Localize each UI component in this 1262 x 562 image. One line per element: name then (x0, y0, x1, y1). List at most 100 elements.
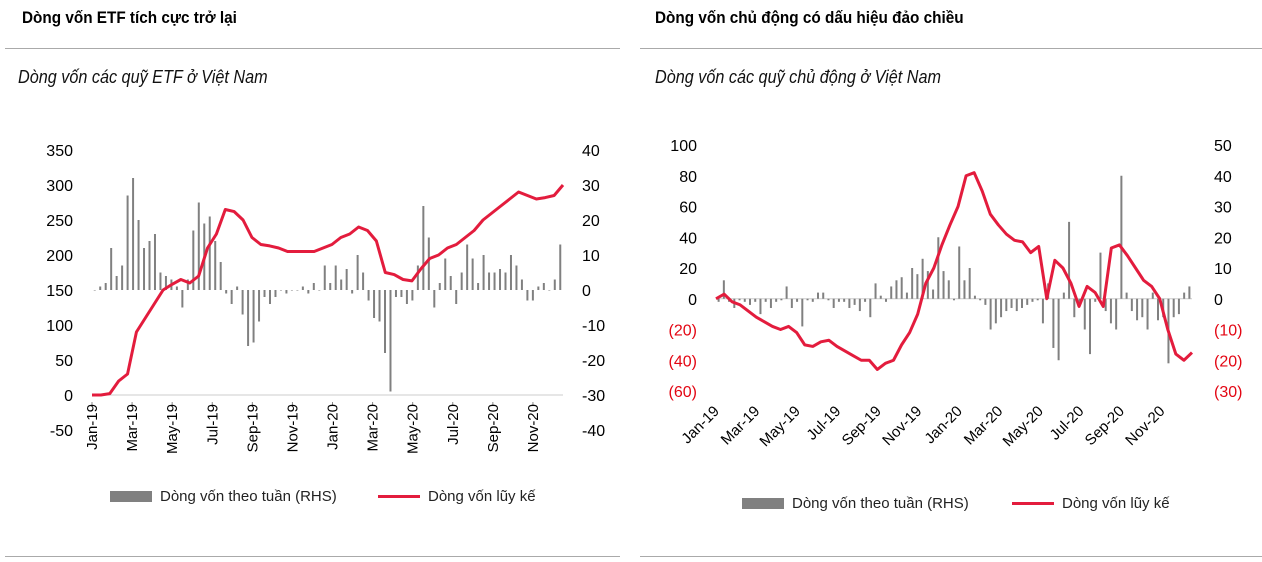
right-legend-line: Dòng vốn lũy kế (1012, 495, 1170, 512)
y-left-tick-label: -50 (50, 423, 73, 440)
weekly-flow-bar (504, 272, 507, 290)
y-left-tick-label: 40 (679, 230, 697, 247)
line-swatch (378, 495, 420, 498)
legend-label: Dòng vốn lũy kế (1062, 495, 1170, 512)
y-left-tick-label: 0 (64, 388, 73, 405)
weekly-flow-bar (411, 290, 414, 301)
weekly-flow-bar (115, 276, 118, 290)
y-right-tick-label: 0 (1214, 292, 1223, 309)
weekly-flow-bar (848, 298, 851, 308)
weekly-flow-bar (1083, 298, 1086, 330)
weekly-flow-bar (296, 290, 299, 291)
right-legend-bar: Dòng vốn theo tuần (RHS) (742, 495, 969, 512)
weekly-flow-bar (780, 298, 783, 301)
weekly-flow-bar (520, 279, 523, 290)
weekly-flow-bar (427, 237, 430, 290)
x-tick-label: Mar-19 (718, 403, 764, 449)
weekly-flow-bar (764, 298, 767, 302)
weekly-flow-bar (553, 279, 556, 290)
y-right-tick-label: 10 (1214, 261, 1232, 278)
weekly-flow-bar (422, 206, 425, 290)
weekly-flow-bar (1130, 298, 1133, 312)
y-left-tick-label: 80 (679, 169, 697, 186)
weekly-flow-bar (1005, 298, 1008, 312)
weekly-flow-bar (895, 280, 898, 299)
weekly-flow-bar (1073, 298, 1076, 318)
weekly-flow-bar (1031, 298, 1034, 302)
left-legend-bar: Dòng vốn theo tuần (RHS) (110, 488, 337, 505)
y-right-tick-label: 50 (1214, 138, 1232, 155)
y-right-tick-label: -20 (582, 353, 605, 370)
weekly-flow-bar (1021, 298, 1023, 308)
weekly-flow-bar (858, 298, 861, 312)
weekly-flow-bar (853, 298, 856, 305)
x-tick-label: Mar-20 (961, 403, 1007, 449)
weekly-flow-bar (192, 230, 195, 290)
weekly-flow-bar (973, 295, 976, 299)
weekly-flow-bar (874, 283, 877, 299)
y-right-tick-label: (30) (1214, 384, 1242, 401)
weekly-flow-bar (1041, 298, 1044, 324)
left-chart-title: Dòng vốn ETF tích cực trở lại (22, 8, 237, 27)
weekly-flow-bar (340, 279, 343, 290)
weekly-flow-bar (104, 283, 107, 290)
y-left-tick-label: (60) (669, 384, 697, 401)
y-right-tick-label: (20) (1214, 353, 1242, 370)
weekly-flow-bar (979, 298, 982, 301)
weekly-flow-bar (488, 272, 491, 290)
weekly-flow-bar (796, 298, 799, 302)
x-tick-label: Jul-19 (204, 404, 221, 445)
weekly-flow-bar (143, 248, 146, 290)
weekly-flow-bar (921, 258, 924, 299)
weekly-flow-bar (263, 290, 266, 297)
y-left-tick-label: 150 (46, 283, 73, 300)
y-right-tick-label: -30 (582, 388, 605, 405)
weekly-flow-bar (900, 277, 903, 299)
divider (640, 556, 1262, 557)
weekly-flow-bar (1177, 298, 1180, 315)
weekly-flow-bar (477, 283, 480, 290)
weekly-flow-bar (433, 290, 436, 308)
y-left-tick-label: 350 (46, 143, 73, 160)
x-tick-label: Nov-20 (1122, 403, 1168, 449)
weekly-flow-bar (214, 241, 217, 290)
weekly-flow-bar (775, 298, 778, 302)
x-tick-label: Sep-20 (1082, 403, 1128, 449)
weekly-flow-bar (1068, 221, 1071, 299)
weekly-flow-bar (378, 290, 381, 322)
weekly-flow-bar (279, 290, 282, 291)
weekly-flow-bar (153, 234, 156, 290)
weekly-flow-bar (482, 255, 485, 290)
weekly-flow-bar (400, 290, 403, 297)
weekly-flow-bar (394, 290, 397, 297)
weekly-flow-bar (471, 258, 474, 290)
weekly-flow-bar (890, 286, 893, 299)
x-tick-label: Nov-20 (525, 404, 542, 452)
x-tick-label: Mar-19 (124, 404, 141, 452)
legend-label: Dòng vốn lũy kế (428, 488, 536, 505)
weekly-flow-bar (493, 272, 496, 290)
weekly-flow-bar (323, 265, 326, 290)
x-tick-label: May-20 (405, 404, 422, 454)
weekly-flow-bar (994, 298, 997, 324)
weekly-flow-bar (932, 289, 935, 299)
weekly-flow-bar (384, 290, 387, 353)
x-tick-label: Sep-19 (244, 404, 261, 452)
weekly-flow-bar (958, 246, 961, 299)
weekly-flow-bar (362, 272, 365, 290)
weekly-flow-bar (1015, 298, 1018, 312)
weekly-flow-bar (1146, 298, 1149, 330)
x-tick-label: May-20 (1000, 403, 1047, 450)
right-chart-subtitle: Dòng vốn các quỹ chủ động ở Việt Nam (655, 67, 941, 87)
weekly-flow-bar (817, 292, 819, 299)
y-right-tick-label: (10) (1214, 323, 1242, 340)
weekly-flow-bar (869, 298, 872, 318)
weekly-flow-bar (444, 258, 447, 290)
weekly-flow-bar (208, 216, 211, 290)
weekly-flow-bar (879, 295, 882, 299)
weekly-flow-bar (110, 248, 113, 290)
y-left-tick-label: 20 (679, 261, 697, 278)
weekly-flow-bar (1062, 292, 1065, 299)
weekly-flow-bar (1115, 298, 1118, 330)
cumulative-flow-line (92, 184, 565, 397)
